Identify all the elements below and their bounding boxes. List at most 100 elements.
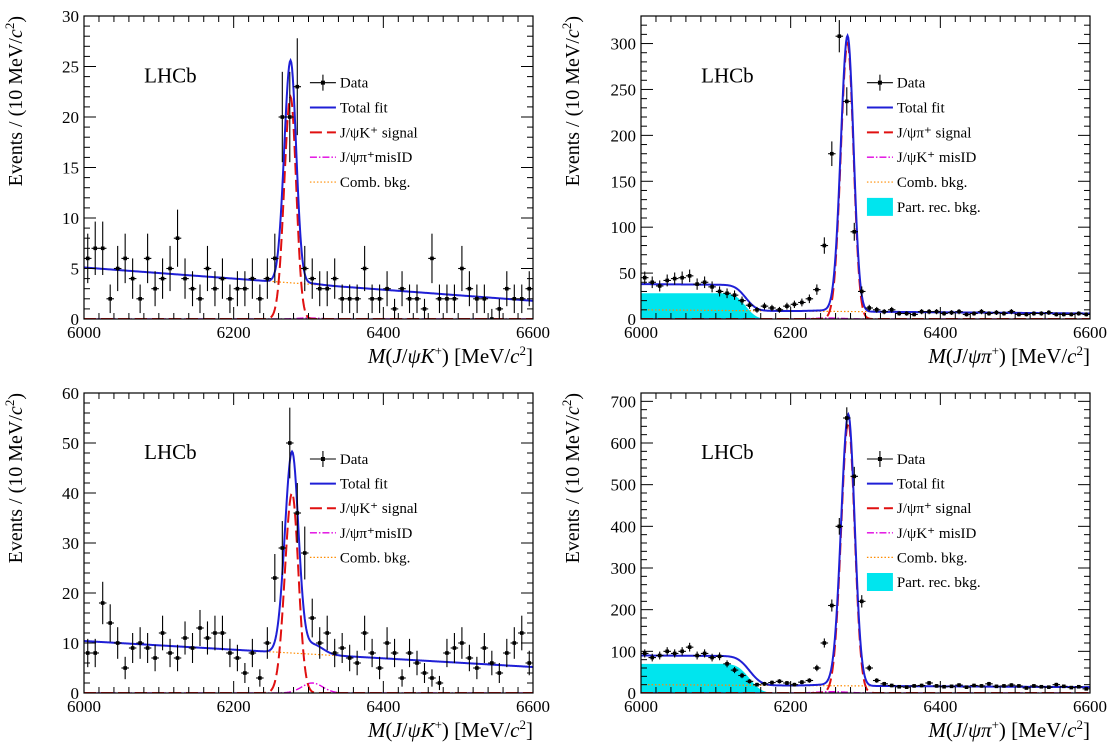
- plot-frame: [640, 392, 1091, 694]
- data-point-marker: [800, 300, 804, 305]
- data-point-marker: [979, 309, 984, 314]
- data-point: [1067, 312, 1076, 317]
- data-point-marker: [657, 653, 662, 658]
- data-point: [828, 141, 836, 167]
- y-label-part: Events / (10 MeV/: [5, 415, 27, 564]
- data-point-marker: [467, 656, 472, 660]
- data-point: [256, 284, 264, 314]
- data-point: [663, 647, 671, 656]
- data-point: [278, 521, 287, 575]
- data-point: [1015, 684, 1023, 688]
- x-label-part: ψ: [968, 344, 982, 368]
- data-point: [641, 649, 649, 658]
- y-tick-label: 20: [62, 584, 79, 603]
- x-label-part: [MeV/: [1006, 718, 1067, 742]
- data-point-marker: [430, 676, 434, 680]
- data-point: [1045, 310, 1053, 316]
- data-point-marker: [130, 276, 135, 281]
- y-tick-label: 100: [611, 218, 637, 237]
- data-point: [1045, 685, 1053, 689]
- data-point-marker: [1047, 310, 1051, 315]
- data-point-marker: [392, 307, 397, 311]
- data-point: [353, 650, 361, 676]
- data-point: [775, 306, 784, 313]
- y-tick-label: 0: [628, 684, 637, 703]
- x-label-part: π: [981, 344, 992, 368]
- data-point-marker: [770, 680, 774, 685]
- data-point-marker: [822, 641, 827, 645]
- data-point: [917, 309, 926, 315]
- data-point-marker: [792, 682, 797, 687]
- x-label-part: 2: [520, 343, 527, 358]
- x-tick-label: 6400: [366, 323, 400, 342]
- data-point: [488, 308, 496, 319]
- data-point: [345, 284, 354, 314]
- data-point: [895, 311, 903, 316]
- data-point: [798, 298, 806, 307]
- lhcb-label: LHCb: [144, 440, 197, 464]
- data-point-marker: [717, 654, 722, 659]
- data-point-marker: [497, 307, 502, 311]
- data-point: [700, 649, 709, 658]
- data-point-marker: [250, 651, 255, 655]
- data-point: [308, 258, 316, 299]
- x-axis-label: M(J/ψK+) [MeV/c2]: [367, 343, 533, 368]
- x-label-part: (: [946, 344, 953, 368]
- data-point-marker: [452, 646, 457, 650]
- data-point-marker: [807, 678, 812, 683]
- signal-curve: [84, 491, 533, 693]
- data-point-marker: [934, 309, 939, 314]
- data-point-marker: [415, 661, 419, 665]
- data-point: [723, 288, 731, 299]
- y-tick-label: 100: [611, 642, 637, 661]
- data-point: [301, 245, 309, 292]
- data-point-marker: [687, 274, 692, 278]
- data-point-marker: [430, 256, 434, 261]
- data-point-marker: [830, 603, 834, 608]
- data-point-marker: [482, 646, 487, 650]
- data-point: [398, 669, 406, 687]
- y-tick-label: 300: [611, 35, 637, 54]
- data-point-marker: [475, 297, 479, 301]
- data-point-marker: [1069, 312, 1074, 317]
- data-point-marker: [370, 651, 374, 655]
- data-point-marker: [972, 683, 976, 688]
- y-tick-label: 50: [619, 264, 636, 283]
- data-point-marker: [355, 297, 359, 301]
- total-fit-curve: [641, 32, 1090, 315]
- data-point: [985, 681, 993, 686]
- data-point-marker: [302, 266, 307, 271]
- data-point-marker: [175, 236, 180, 240]
- data-point-marker: [837, 34, 842, 38]
- data-point: [113, 245, 122, 292]
- data-point-marker: [1032, 311, 1036, 316]
- data-point-marker: [258, 676, 262, 680]
- data-point-marker: [777, 308, 782, 312]
- data-point: [1007, 309, 1016, 315]
- data-point: [226, 284, 234, 314]
- data-point-marker: [755, 308, 759, 312]
- x-label-part: (: [946, 718, 953, 742]
- data-point-marker: [859, 599, 864, 604]
- data-point-marker: [785, 304, 789, 308]
- legend-item-data: Data: [866, 74, 926, 92]
- data-point: [715, 652, 724, 661]
- data-point: [670, 649, 679, 658]
- x-axis-label: M(J/ψπ+) [MeV/c2]: [927, 717, 1090, 742]
- data-point-marker: [732, 293, 737, 297]
- y-label-part: 2: [559, 23, 574, 30]
- data-point: [738, 672, 746, 679]
- data-point: [1037, 311, 1046, 316]
- x-tick-label: 6600: [516, 697, 550, 716]
- x-tick-label: 6000: [624, 323, 658, 342]
- data-point: [865, 664, 873, 672]
- data-point: [805, 294, 814, 304]
- data-point: [1075, 684, 1083, 689]
- data-point-marker: [725, 662, 729, 666]
- data-point: [940, 684, 948, 689]
- data-point-marker: [1084, 687, 1089, 691]
- data-point: [902, 311, 911, 316]
- data-point: [723, 660, 731, 668]
- legend-item-total: Total fit: [309, 477, 388, 493]
